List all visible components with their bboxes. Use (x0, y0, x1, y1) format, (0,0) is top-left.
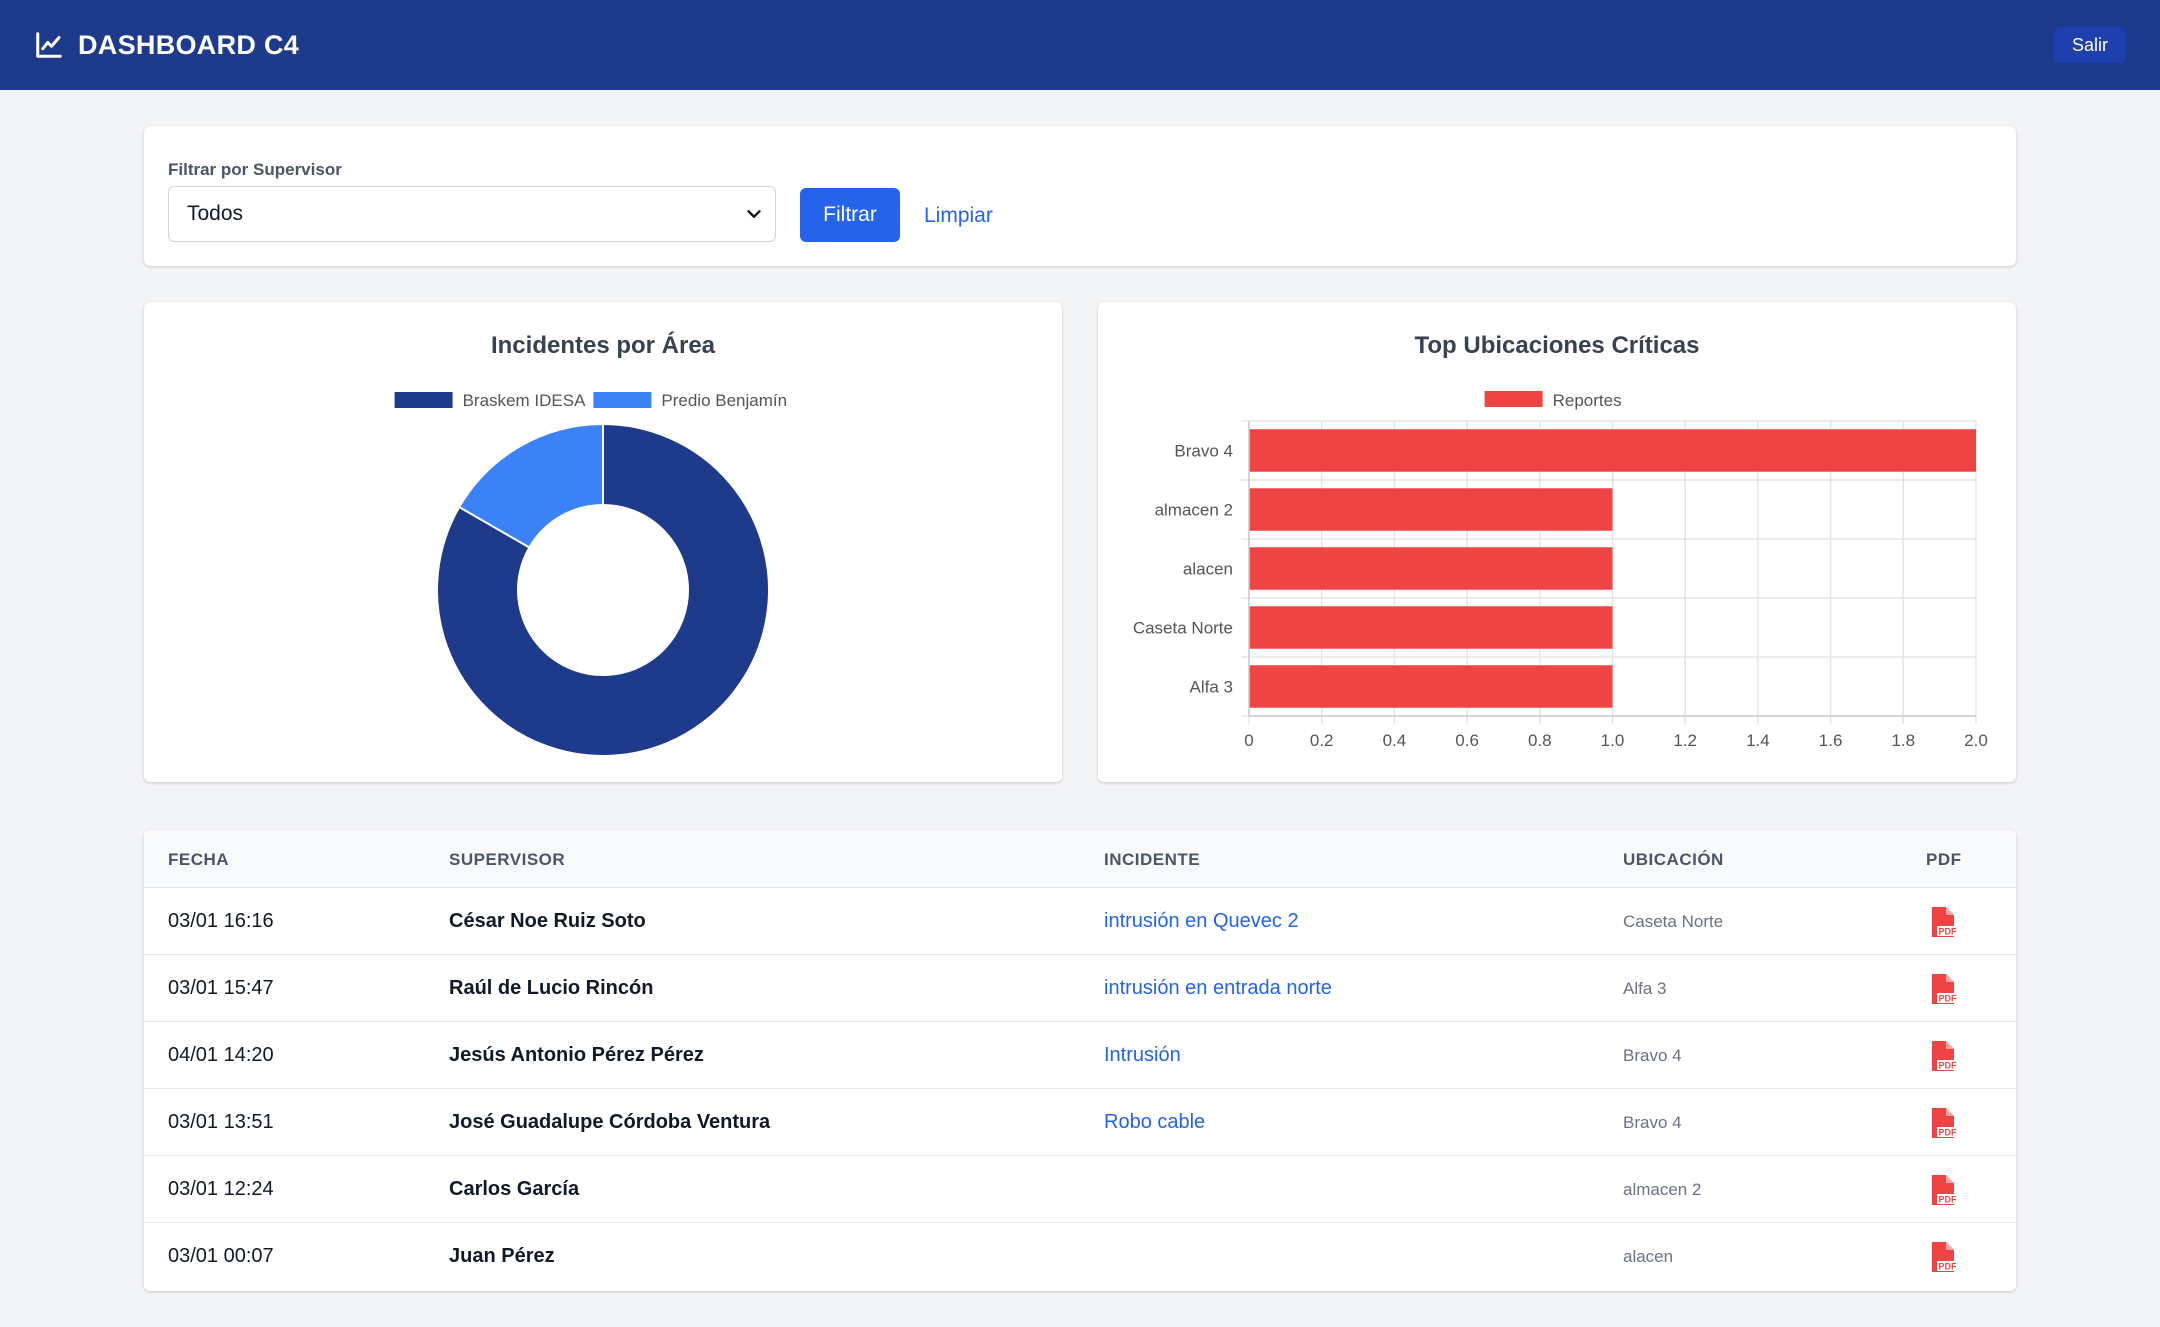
x-tick-label: 1.6 (1819, 731, 1843, 750)
svg-text:PDF: PDF (1939, 1195, 1958, 1205)
pdf-icon[interactable]: PDF (1928, 973, 1958, 1005)
incidents-table: FECHA SUPERVISOR INCIDENTE UBICACIÓN PDF… (144, 830, 2016, 1291)
svg-text:PDF: PDF (1939, 994, 1958, 1004)
row-date: 04/01 14:20 (168, 1044, 274, 1066)
header-ubicacion: UBICACIÓN (1623, 850, 1724, 869)
table-row: 04/01 14:20 Jesús Antonio Pérez Pérez Intr… (144, 1022, 2016, 1089)
bar-chart-card: Top Ubicaciones Críticas Reportes 0 0.2 0.4… (1098, 302, 2016, 782)
y-category-label: Bravo 4 (1174, 442, 1233, 461)
donut-slice (436, 422, 770, 757)
row-supervisor: Jesús Antonio Pérez Pérez (449, 1044, 704, 1066)
table-header: FECHA SUPERVISOR INCIDENTE UBICACIÓN PDF (144, 830, 2016, 888)
row-incident-link[interactable]: intrusión en Quevec 2 (1104, 910, 1299, 932)
filter-panel: Filtrar por Supervisor Todos Filtrar Lim… (144, 126, 2016, 266)
pdf-icon[interactable]: PDF (1928, 1241, 1958, 1273)
x-tick-label: 0.6 (1455, 731, 1479, 750)
chevron-down-icon (747, 210, 761, 218)
table-row: 03/01 15:47 Raúl de Lucio Rincón intrusión… (144, 955, 2016, 1022)
row-supervisor: Carlos García (449, 1178, 580, 1200)
x-tick-label: 1.2 (1673, 731, 1697, 750)
supervisor-select-value: Todos (187, 202, 244, 225)
filter-button[interactable]: Filtrar (800, 188, 900, 242)
svg-text:PDF: PDF (1939, 1128, 1958, 1138)
svg-text:PDF: PDF (1939, 1061, 1958, 1071)
row-location: Caseta Norte (1623, 912, 1724, 931)
x-tick-label: 1.0 (1601, 731, 1625, 750)
row-date: 03/01 00:07 (168, 1245, 274, 1267)
x-tick-label: 0.4 (1383, 731, 1407, 750)
row-incident-link[interactable]: intrusión en entrada norte (1104, 977, 1332, 999)
pdf-icon[interactable]: PDF (1928, 906, 1958, 938)
legend-swatch (1484, 391, 1543, 407)
row-location: Bravo 4 (1623, 1046, 1682, 1065)
bar (1249, 429, 1976, 472)
supervisor-select[interactable]: Todos (168, 186, 776, 242)
legend-label: Reportes (1553, 391, 1622, 410)
svg-text:PDF: PDF (1939, 927, 1958, 937)
row-supervisor: Juan Pérez (449, 1245, 555, 1267)
table-row: 03/01 13:51 José Guadalupe Córdoba Ventur… (144, 1089, 2016, 1156)
row-location: almacen 2 (1623, 1180, 1702, 1199)
header-supervisor: SUPERVISOR (449, 850, 566, 869)
x-tick-label: 1.4 (1746, 731, 1770, 750)
row-date: 03/01 13:51 (168, 1111, 274, 1133)
row-supervisor: César Noe Ruiz Soto (449, 910, 646, 932)
legend-label: Predio Benjamín (661, 391, 787, 410)
bar (1249, 488, 1613, 531)
app-title: DASHBOARD C4 (78, 29, 300, 60)
legend-swatch (593, 392, 652, 408)
table-row: 03/01 16:16 César Noe Ruiz Soto intrusión … (144, 888, 2016, 955)
bar (1249, 547, 1613, 590)
svg-text:PDF: PDF (1939, 1262, 1958, 1272)
row-supervisor: Raúl de Lucio Rincón (449, 977, 654, 999)
y-category-label: Alfa 3 (1190, 678, 1233, 697)
donut-chart-title: Incidentes por Área (490, 332, 716, 359)
bar (1249, 606, 1613, 649)
row-date: 03/01 16:16 (168, 910, 274, 932)
y-category-label: almacen 2 (1155, 501, 1233, 520)
legend-label: Braskem IDESA (463, 391, 586, 410)
clear-filter-link[interactable]: Limpiar (924, 204, 993, 227)
line-chart-icon (36, 32, 62, 58)
x-tick-label: 2.0 (1964, 731, 1988, 750)
brand: DASHBOARD C4 (34, 30, 299, 61)
pdf-icon[interactable]: PDF (1928, 1040, 1958, 1072)
bar (1249, 665, 1613, 708)
header-fecha: FECHA (168, 850, 230, 869)
top-navbar: DASHBOARD C4 Salir (0, 0, 2160, 90)
bar-chart-title: Top Ubicaciones Críticas (1414, 332, 1700, 359)
pdf-icon[interactable]: PDF (1928, 1174, 1958, 1206)
x-tick-label: 0 (1244, 731, 1253, 750)
bar-chart: Reportes 0 0.2 0.4 0.6 0.8 1.0 1.2 1.4 1.6 1.8 2.0 B… (1133, 391, 1988, 750)
row-location: alacen (1623, 1247, 1674, 1266)
table-row: 03/01 00:07 Juan Pérez alacen PDF (144, 1223, 2016, 1290)
legend-swatch (394, 392, 453, 408)
y-category-label: alacen (1183, 560, 1233, 579)
x-tick-label: 0.2 (1310, 731, 1334, 750)
table-row: 03/01 12:24 Carlos García almacen 2 PDF (144, 1156, 2016, 1223)
pdf-icon[interactable]: PDF (1928, 1107, 1958, 1139)
x-tick-label: 0.8 (1528, 731, 1552, 750)
x-tick-label: 1.8 (1891, 731, 1915, 750)
logout-button[interactable]: Salir (2053, 27, 2126, 63)
row-location: Bravo 4 (1623, 1113, 1682, 1132)
donut-slice (457, 422, 604, 549)
row-incident-link[interactable]: Intrusión (1104, 1044, 1181, 1066)
row-supervisor: José Guadalupe Córdoba Ventura (449, 1111, 771, 1133)
row-date: 03/01 15:47 (168, 977, 274, 999)
y-category-label: Caseta Norte (1133, 619, 1233, 638)
donut-chart: Braskem IDESA Predio Benjamín (394, 391, 787, 757)
header-pdf: PDF (1926, 850, 1962, 869)
filter-label: Filtrar por Supervisor (168, 160, 342, 179)
donut-chart-card: Incidentes por Área Braskem IDESA Predio … (144, 302, 1062, 782)
row-incident-link[interactable]: Robo cable (1104, 1111, 1206, 1133)
row-date: 03/01 12:24 (168, 1178, 274, 1200)
row-location: Alfa 3 (1623, 979, 1667, 998)
header-incidente: INCIDENTE (1104, 850, 1201, 869)
